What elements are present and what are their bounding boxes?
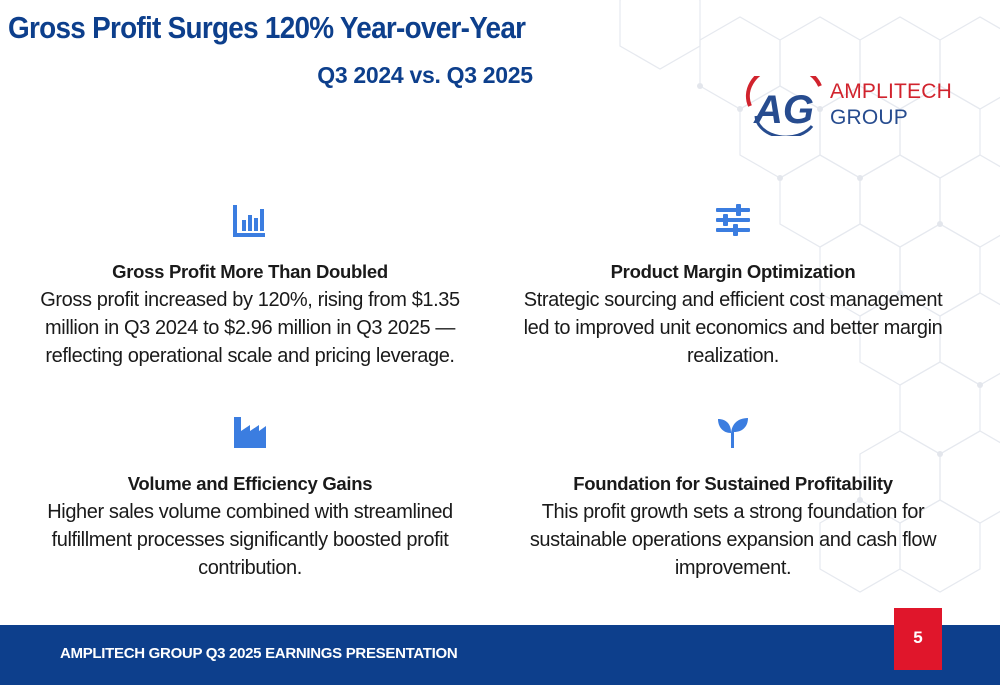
card-margin-optimization: Product Margin Optimization Strategic so… (493, 203, 973, 370)
card-heading: Foundation for Sustained Profitability (573, 473, 893, 494)
card-heading: Volume and Efficiency Gains (127, 473, 373, 494)
card-body: Gross profit increased by 120%, rising f… (40, 289, 460, 367)
slide-title: Gross Profit Surges 120% Year-over-Year (8, 10, 526, 45)
card-body: This profit growth sets a strong foundat… (529, 501, 937, 579)
page-number-badge: 5 (894, 608, 942, 670)
footer-bar (0, 625, 1000, 685)
logo-wordmark-top: AMPLITECH (830, 80, 952, 103)
amplitech-logo-icon: AG (745, 76, 822, 136)
sliders-icon (716, 204, 750, 236)
slide-subtitle: Q3 2024 vs. Q3 2025 (317, 62, 533, 88)
hexagon-background-pattern (619, 0, 1000, 593)
card-heading: Gross Profit More Than Doubled (112, 261, 388, 282)
footer-label: AMPLITECH GROUP Q3 2025 EARNINGS PRESENT… (60, 645, 458, 662)
card-sustained-profitability: Foundation for Sustained Profitability T… (493, 415, 973, 582)
card-volume-efficiency: Volume and Efficiency Gains Higher sales… (10, 415, 490, 582)
card-heading: Product Margin Optimization (610, 261, 856, 282)
svg-text:AG: AG (753, 88, 814, 132)
seedling-icon (718, 418, 748, 448)
logo-wordmark-bottom: GROUP (830, 106, 909, 129)
bar-chart-icon (233, 205, 265, 237)
card-body: Higher sales volume combined with stream… (47, 501, 453, 579)
card-body: Strategic sourcing and efficient cost ma… (523, 289, 943, 367)
card-gross-profit: Gross Profit More Than Doubled Gross pro… (10, 203, 490, 370)
factory-icon (234, 417, 266, 448)
